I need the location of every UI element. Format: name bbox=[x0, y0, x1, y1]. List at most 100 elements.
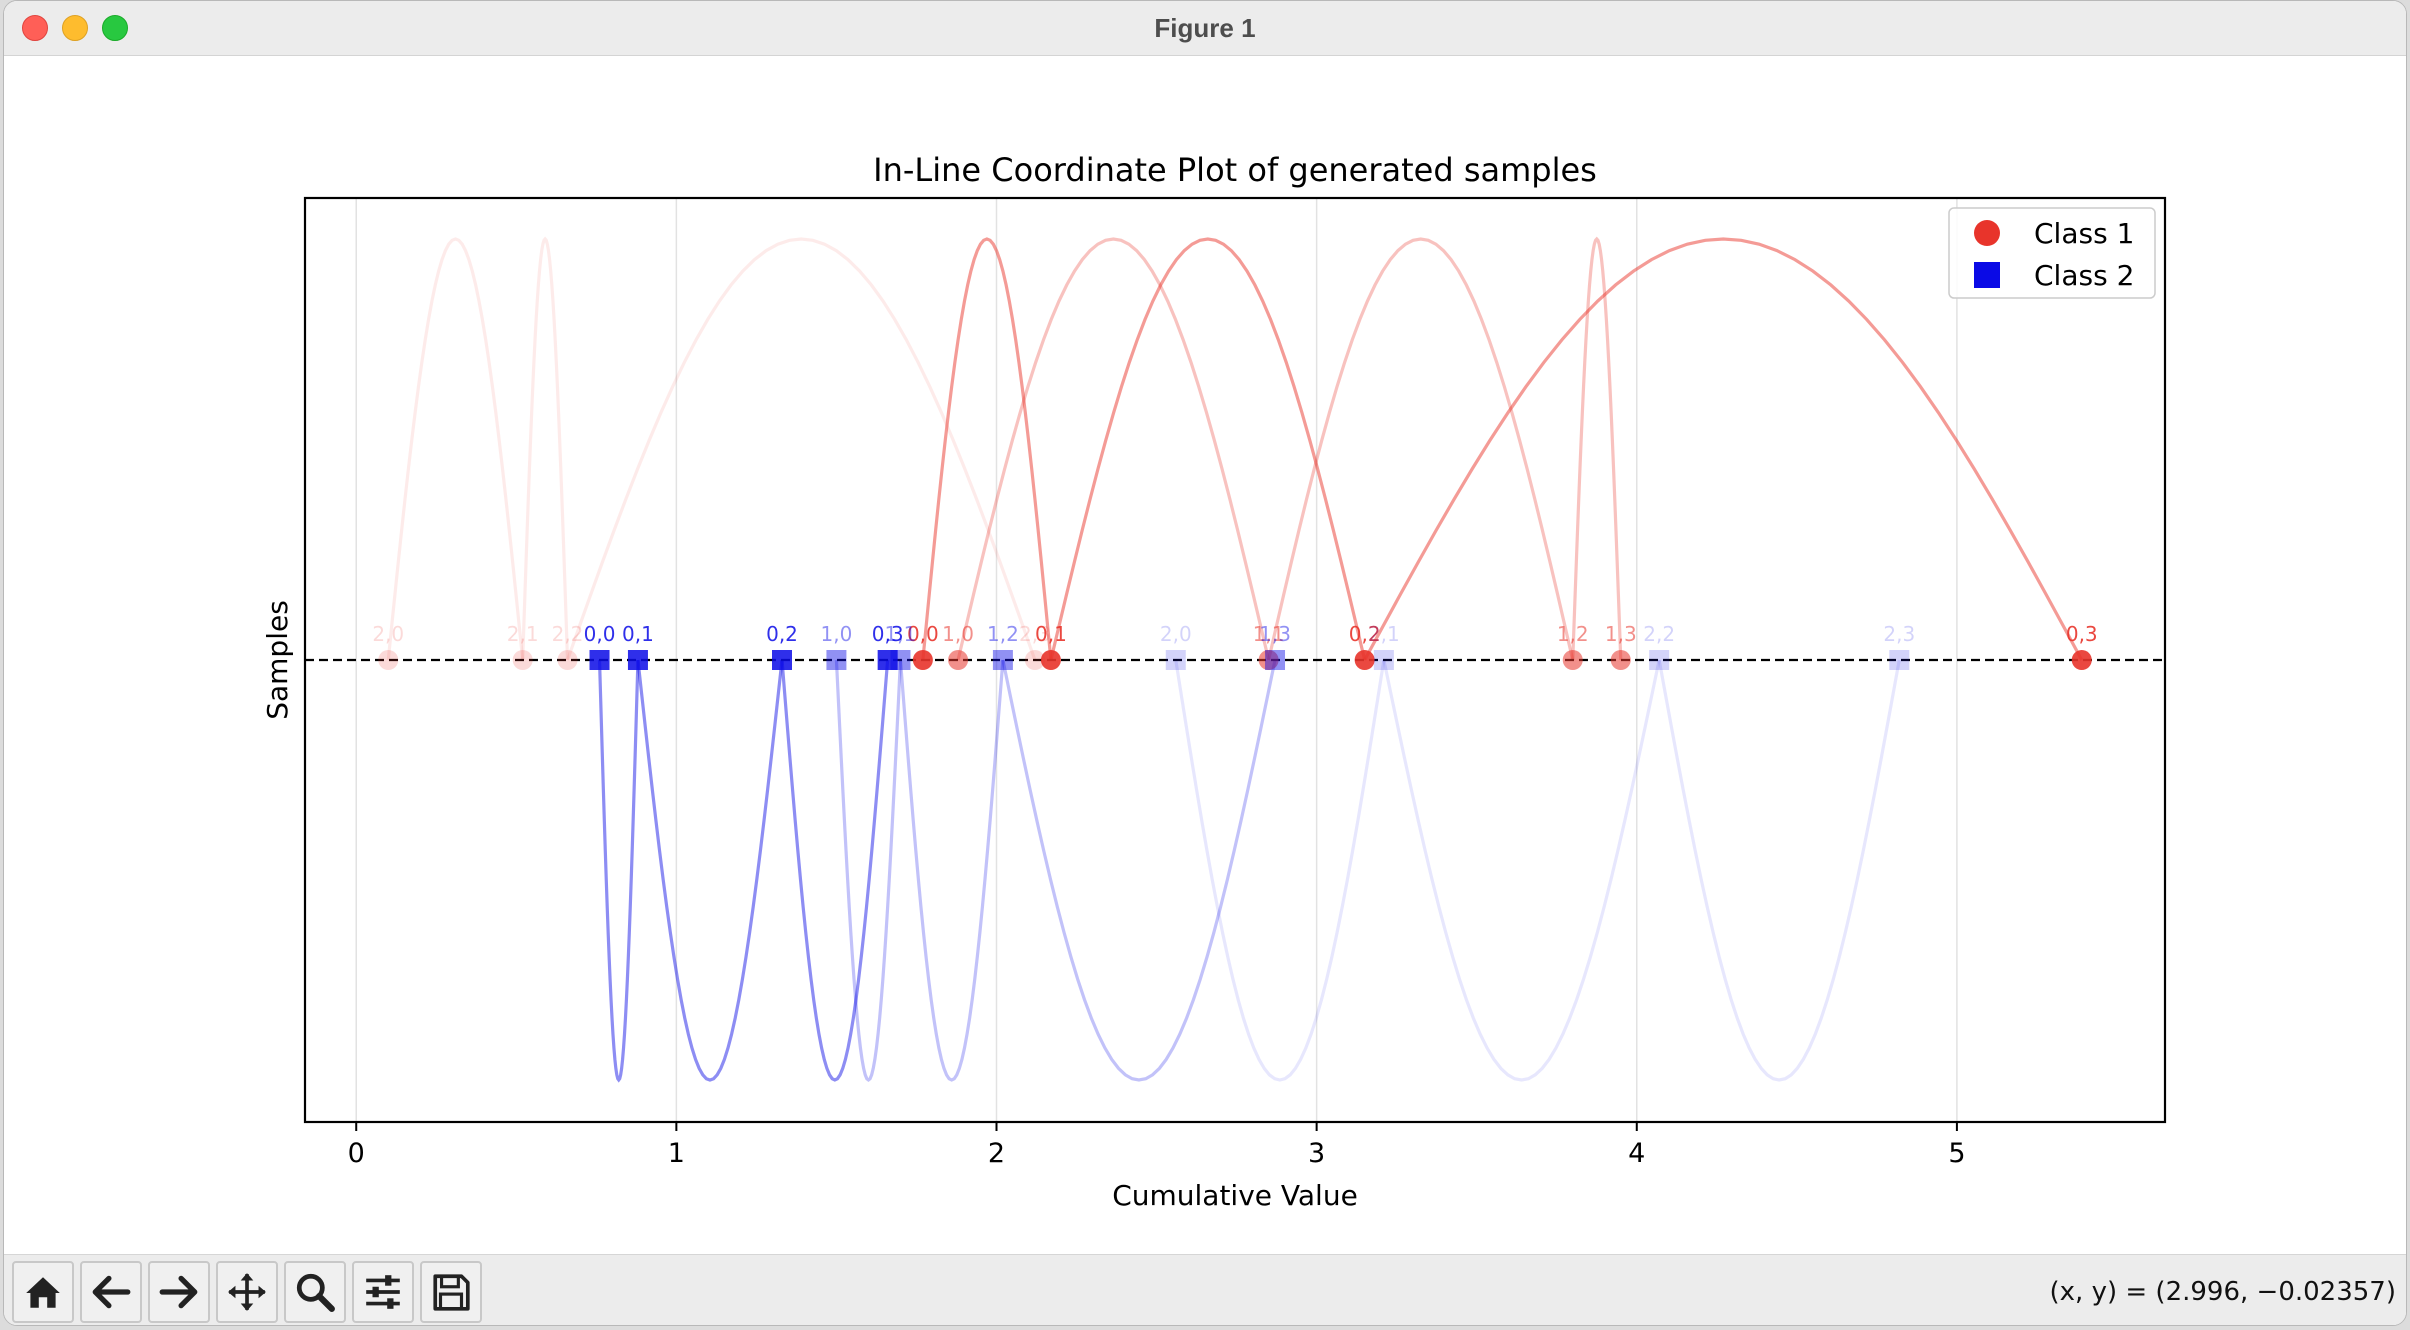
data-point-square bbox=[1165, 650, 1186, 670]
figure-window: Figure 1 0,0 0,1 0,2 0,3 1,0 1,1 1,2 1,3 2,0 2,1 2… bbox=[3, 0, 2407, 1326]
zoom-button[interactable] bbox=[284, 1261, 346, 1323]
y-axis-label: Samples bbox=[261, 600, 294, 720]
point-label: 1,1 bbox=[1253, 622, 1285, 646]
x-tick-label: 4 bbox=[1628, 1138, 1645, 1169]
point-label: 0,1 bbox=[1035, 622, 1067, 646]
data-point-square bbox=[1373, 650, 1394, 670]
point-label: 1,2 bbox=[1557, 622, 1589, 646]
window-title: Figure 1 bbox=[1154, 13, 1256, 43]
point-label: 0,2 bbox=[1349, 622, 1381, 646]
data-point-circle bbox=[557, 650, 578, 670]
connecting-arc bbox=[597, 659, 640, 1083]
point-label: 2,2 bbox=[552, 622, 584, 646]
data-point-circle bbox=[378, 650, 399, 670]
point-label: 1,0 bbox=[821, 622, 853, 646]
data-point-circle bbox=[1354, 650, 1375, 670]
data-point-square bbox=[1649, 650, 1670, 670]
point-label: 1,1 bbox=[885, 622, 917, 646]
floppy-disk-icon bbox=[433, 1274, 470, 1311]
connecting-arc bbox=[834, 659, 903, 1083]
maximize-window-button[interactable] bbox=[102, 15, 128, 41]
connecting-arc bbox=[1267, 237, 1575, 661]
arrow-right-icon bbox=[159, 1275, 198, 1309]
point-label: 0,0 bbox=[907, 622, 939, 646]
x-tick-label: 0 bbox=[348, 1138, 365, 1169]
data-point-circle bbox=[512, 650, 533, 670]
sliders-icon bbox=[366, 1275, 400, 1309]
data-point-square bbox=[877, 650, 898, 670]
point-label: 0,2 bbox=[766, 622, 798, 646]
point-label: 0,3 bbox=[2066, 622, 2098, 646]
data-point-square bbox=[826, 650, 847, 670]
connecting-arc bbox=[921, 237, 1053, 661]
navigation-toolbar: (x, y) = (2.996, −0.02357) bbox=[4, 1254, 2406, 1325]
legend-marker-circle bbox=[1974, 220, 2000, 246]
data-point-square bbox=[772, 650, 793, 670]
point-label: 1,2 bbox=[987, 622, 1019, 646]
minimize-window-button[interactable] bbox=[62, 15, 88, 41]
data-point-circle bbox=[948, 650, 969, 670]
back-button[interactable] bbox=[80, 1261, 142, 1323]
cursor-coordinates: (x, y) = (2.996, −0.02357) bbox=[2049, 1277, 2396, 1307]
connecting-arc bbox=[1174, 659, 1386, 1082]
point-label: 0,3 bbox=[872, 622, 904, 646]
data-point-circle bbox=[1562, 650, 1583, 670]
data-point-circle bbox=[1040, 650, 1061, 670]
data-point-square bbox=[890, 650, 911, 670]
data-point-circle bbox=[1258, 650, 1279, 670]
data-point-circle bbox=[912, 650, 933, 670]
x-tick-label: 5 bbox=[1948, 1138, 1965, 1169]
point-label: 1,3 bbox=[1259, 622, 1291, 646]
data-point-square bbox=[992, 650, 1013, 670]
connecting-arc bbox=[780, 659, 890, 1082]
magnifier-icon bbox=[296, 1273, 335, 1312]
save-button[interactable] bbox=[420, 1261, 482, 1323]
x-tick-label: 3 bbox=[1308, 1138, 1325, 1169]
forward-button[interactable] bbox=[148, 1261, 210, 1323]
connecting-arc bbox=[1571, 236, 1623, 661]
legend-label: Class 2 bbox=[2034, 259, 2134, 292]
arrow-left-icon bbox=[92, 1275, 131, 1309]
legend-frame bbox=[1948, 207, 2156, 299]
point-label: 0,0 bbox=[584, 622, 616, 646]
connecting-arc bbox=[898, 659, 1005, 1082]
point-label: 2,2 bbox=[1643, 622, 1675, 646]
x-tick-label: 1 bbox=[668, 1138, 685, 1169]
configure-subplots-button[interactable] bbox=[352, 1261, 414, 1323]
x-axis-label: Cumulative Value bbox=[1112, 1179, 1358, 1212]
close-window-button[interactable] bbox=[22, 15, 48, 41]
point-label: 0,1 bbox=[622, 622, 654, 646]
data-point-square bbox=[589, 650, 610, 670]
legend: Class 1 Class 2 bbox=[1948, 207, 2156, 299]
home-button[interactable] bbox=[12, 1261, 74, 1323]
title-bar: Figure 1 bbox=[4, 1, 2406, 56]
connecting-arc bbox=[1001, 659, 1277, 1082]
connecting-arc bbox=[521, 236, 570, 661]
home-icon bbox=[26, 1277, 60, 1308]
legend-marker-square bbox=[1974, 262, 2000, 288]
data-point-square bbox=[627, 650, 648, 670]
point-label: 2,1 bbox=[1368, 622, 1400, 646]
point-label: 2,0 bbox=[1160, 622, 1192, 646]
connecting-arc bbox=[1382, 659, 1661, 1082]
chart-title: In-Line Coordinate Plot of generated sam… bbox=[873, 151, 1597, 189]
point-label: 1,3 bbox=[1605, 622, 1637, 646]
move-icon bbox=[228, 1273, 266, 1311]
pan-button[interactable] bbox=[216, 1261, 278, 1323]
data-point-circle bbox=[1610, 650, 1631, 670]
connecting-arc bbox=[566, 237, 1037, 661]
point-label: 2,3 bbox=[1019, 622, 1051, 646]
axes-frame bbox=[303, 196, 2167, 1124]
point-label: 2,0 bbox=[372, 622, 404, 646]
data-point-square bbox=[1265, 650, 1286, 670]
connecting-arc bbox=[956, 237, 1271, 661]
connecting-arc bbox=[636, 659, 784, 1082]
connecting-arc bbox=[1049, 237, 1367, 661]
legend-label: Class 1 bbox=[2034, 217, 2134, 250]
data-point-circle bbox=[2071, 650, 2092, 670]
point-label: 2,1 bbox=[507, 622, 539, 646]
data-point-square bbox=[1889, 650, 1910, 670]
data-point-circle bbox=[1024, 650, 1045, 670]
connecting-arc bbox=[386, 237, 525, 661]
figure-canvas[interactable]: 0,0 0,1 0,2 0,3 1,0 1,1 1,2 1,3 2,0 2,1 2,2 2,3 0,0 0… bbox=[4, 56, 2406, 1254]
